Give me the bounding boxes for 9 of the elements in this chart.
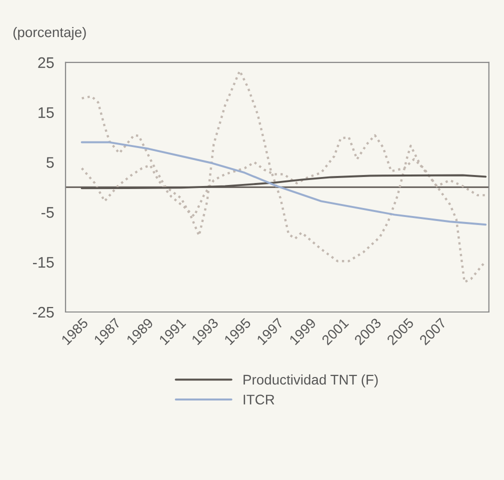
legend-label: ITCR: [244, 394, 274, 405]
y-tick-label: 25: [38, 57, 54, 68]
y-tick-label: -15: [33, 257, 54, 268]
y-tick-label: 15: [38, 107, 54, 118]
y-tick-label: -25: [33, 306, 54, 318]
y-axis-title: (porcentaje): [13, 26, 86, 40]
y-tick-label: 5: [46, 157, 54, 168]
y-tick-label: -5: [42, 207, 54, 218]
legend-label: Productividad TNT (F): [244, 374, 378, 388]
